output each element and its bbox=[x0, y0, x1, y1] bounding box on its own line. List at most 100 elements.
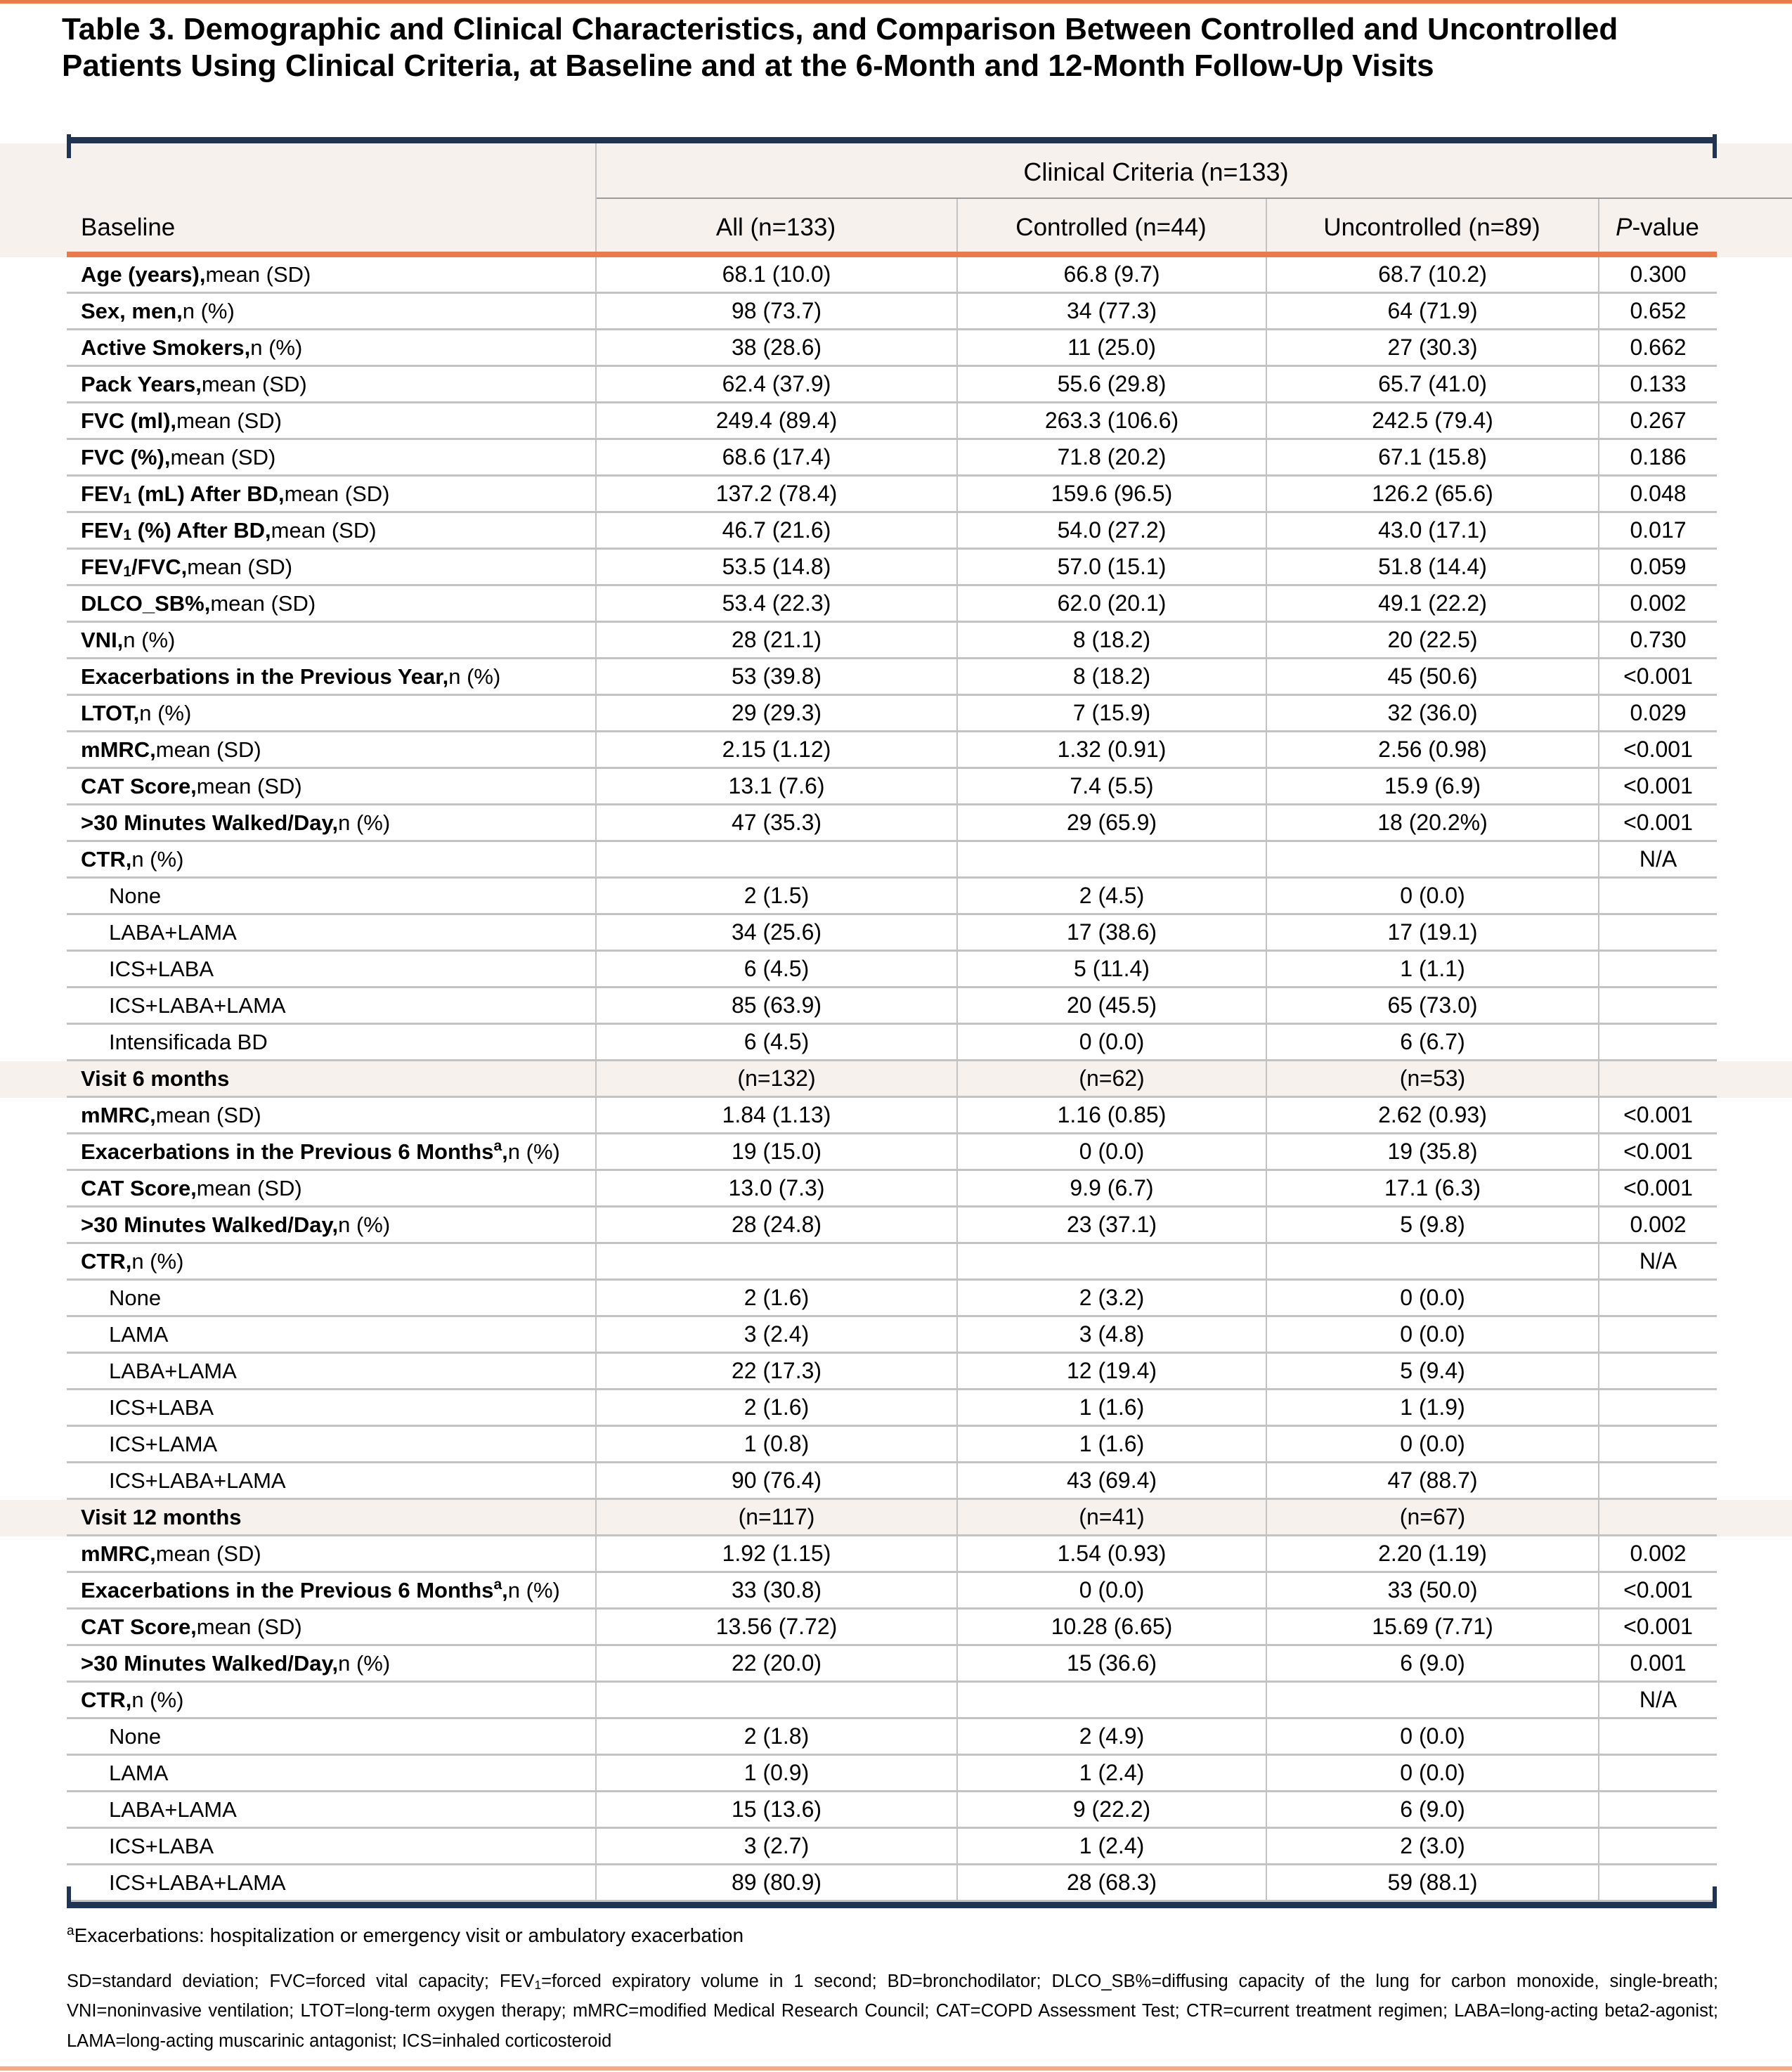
row-label: FVC (ml), mean (SD) bbox=[81, 408, 282, 433]
row-label: >30 Minutes Walked/Day, n (%) bbox=[81, 1650, 391, 1676]
table-row: Intensificada BD 6 (4.5) 0 (0.0) 6 (6.7) bbox=[67, 1025, 1717, 1061]
cell-all: 53.5 (14.8) bbox=[595, 550, 956, 584]
cell-all: 90 (76.4) bbox=[595, 1463, 956, 1498]
cell-all: 34 (25.6) bbox=[595, 915, 956, 950]
cell-p-value: <0.001 bbox=[1598, 1573, 1717, 1607]
row-label: Exacerbations in the Previous 6 Monthsa,… bbox=[81, 1576, 560, 1602]
cell-all: 6 (4.5) bbox=[595, 1025, 956, 1059]
row-label: ICS+LAMA bbox=[109, 1431, 218, 1456]
cell-all: 29 (29.3) bbox=[595, 696, 956, 730]
table-title: Table 3. Demographic and Clinical Charac… bbox=[62, 12, 1618, 83]
cell-p-value bbox=[1598, 988, 1717, 1023]
cell-uncontrolled: 49.1 (22.2) bbox=[1266, 586, 1598, 621]
cell-controlled: 1.16 (0.85) bbox=[956, 1098, 1266, 1132]
cell-uncontrolled: (n=53) bbox=[1266, 1061, 1598, 1096]
cell-p-value: <0.001 bbox=[1598, 659, 1717, 694]
cell-all: (n=132) bbox=[595, 1061, 956, 1096]
table-row: LAMA 3 (2.4) 3 (4.8) 0 (0.0) bbox=[67, 1317, 1717, 1354]
row-label: Active Smokers, n (%) bbox=[81, 335, 303, 360]
row-label: >30 Minutes Walked/Day, n (%) bbox=[81, 810, 391, 835]
page-top-accent-bar bbox=[0, 0, 1792, 4]
cell-uncontrolled: 5 (9.4) bbox=[1266, 1354, 1598, 1388]
row-label: mMRC, mean (SD) bbox=[81, 1102, 261, 1127]
cell-controlled: 34 (77.3) bbox=[956, 294, 1266, 328]
table-row: ICS+LABA+LAMA 89 (80.9) 28 (68.3) 59 (88.1) bbox=[67, 1865, 1717, 1902]
cell-controlled: 71.8 (20.2) bbox=[956, 440, 1266, 474]
table-bottom-rule bbox=[67, 1886, 1717, 1908]
row-label: Visit 6 months bbox=[81, 1066, 230, 1091]
cell-all: 249.4 (89.4) bbox=[595, 403, 956, 438]
cell-uncontrolled: 64 (71.9) bbox=[1266, 294, 1598, 328]
row-label: ICS+LABA bbox=[109, 1833, 214, 1858]
cell-all: 46.7 (21.6) bbox=[595, 513, 956, 548]
cell-p-value: <0.001 bbox=[1598, 769, 1717, 803]
cell-p-value: 0.652 bbox=[1598, 294, 1717, 328]
cell-controlled: 28 (68.3) bbox=[956, 1865, 1266, 1900]
row-label: ICS+LABA+LAMA bbox=[109, 992, 286, 1018]
cell-p-value: <0.001 bbox=[1598, 1098, 1717, 1132]
cell-p-value: 0.186 bbox=[1598, 440, 1717, 474]
cell-uncontrolled: 0 (0.0) bbox=[1266, 1756, 1598, 1790]
cell-p-value bbox=[1598, 1281, 1717, 1315]
table-row: ICS+LABA+LAMA 85 (63.9) 20 (45.5) 65 (73.0) bbox=[67, 988, 1717, 1025]
cell-p-value: 0.017 bbox=[1598, 513, 1717, 548]
cell-p-value bbox=[1598, 1390, 1717, 1425]
cell-all: 13.1 (7.6) bbox=[595, 769, 956, 803]
cell-controlled: 11 (25.0) bbox=[956, 330, 1266, 365]
p-value-italic-p: P bbox=[1616, 214, 1632, 241]
table-row: LAMA 1 (0.9) 1 (2.4) 0 (0.0) bbox=[67, 1756, 1717, 1792]
cell-uncontrolled: 0 (0.0) bbox=[1266, 879, 1598, 913]
row-label: ICS+LABA+LAMA bbox=[109, 1468, 286, 1493]
row-label: CAT Score, mean (SD) bbox=[81, 1614, 302, 1639]
cell-all: 89 (80.9) bbox=[595, 1865, 956, 1900]
cell-uncontrolled: 65 (73.0) bbox=[1266, 988, 1598, 1023]
p-value-rest: -value bbox=[1632, 214, 1699, 241]
table-row: FEV1 (mL) After BD, mean (SD) 137.2 (78.4… bbox=[67, 477, 1717, 513]
cell-controlled: 0 (0.0) bbox=[956, 1025, 1266, 1059]
cell-uncontrolled: 65.7 (41.0) bbox=[1266, 367, 1598, 401]
cell-p-value: 0.059 bbox=[1598, 550, 1717, 584]
table-row: Exacerbations in the Previous 6 Monthsa,… bbox=[67, 1134, 1717, 1171]
cell-all: 1.92 (1.15) bbox=[595, 1536, 956, 1571]
table-row: CAT Score, mean (SD) 13.1 (7.6) 7.4 (5.5) 1… bbox=[67, 769, 1717, 805]
row-label: None bbox=[109, 1285, 162, 1310]
table-row: LABA+LAMA 22 (17.3) 12 (19.4) 5 (9.4) bbox=[67, 1354, 1717, 1390]
table-row: FEV1 (%) After BD, mean (SD) 46.7 (21.6) 5… bbox=[67, 513, 1717, 550]
cell-controlled: 57.0 (15.1) bbox=[956, 550, 1266, 584]
cell-p-value bbox=[1598, 1317, 1717, 1352]
table-row: CAT Score, mean (SD) 13.56 (7.72) 10.28 (6… bbox=[67, 1610, 1717, 1646]
cell-p-value bbox=[1598, 1463, 1717, 1498]
table-header-background bbox=[0, 143, 1792, 257]
section-row: Visit 6 months (n=132) (n=62) (n=53) bbox=[67, 1061, 1717, 1098]
table-row: Exacerbations in the Previous 6 Monthsa,… bbox=[67, 1573, 1717, 1610]
cell-all: 22 (17.3) bbox=[595, 1354, 956, 1388]
row-label: LABA+LAMA bbox=[109, 1796, 237, 1822]
cell-uncontrolled bbox=[1266, 1683, 1598, 1717]
table-row: CAT Score, mean (SD) 13.0 (7.3) 9.9 (6.7) 1… bbox=[67, 1171, 1717, 1207]
cell-controlled: 8 (18.2) bbox=[956, 623, 1266, 657]
table-row: ICS+LABA 6 (4.5) 5 (11.4) 1 (1.1) bbox=[67, 952, 1717, 988]
cell-uncontrolled: 27 (30.3) bbox=[1266, 330, 1598, 365]
table-row: Exacerbations in the Previous Year, n (%… bbox=[67, 659, 1717, 696]
table-row: DLCO_SB%, mean (SD) 53.4 (22.3) 62.0 (20.1… bbox=[67, 586, 1717, 623]
cell-controlled: 10.28 (6.65) bbox=[956, 1610, 1266, 1644]
cell-all bbox=[595, 1683, 956, 1717]
cell-uncontrolled bbox=[1266, 842, 1598, 876]
table-row: LABA+LAMA 34 (25.6) 17 (38.6) 17 (19.1) bbox=[67, 915, 1717, 952]
table-row: CTR, n (%) N/A bbox=[67, 842, 1717, 879]
table-row: ICS+LABA 3 (2.7) 1 (2.4) 2 (3.0) bbox=[67, 1829, 1717, 1865]
cell-uncontrolled: 67.1 (15.8) bbox=[1266, 440, 1598, 474]
cell-p-value: <0.001 bbox=[1598, 805, 1717, 840]
cell-all: 3 (2.7) bbox=[595, 1829, 956, 1863]
table-row: mMRC, mean (SD) 2.15 (1.12) 1.32 (0.91) 2.5… bbox=[67, 732, 1717, 769]
column-divider bbox=[595, 143, 597, 257]
cell-uncontrolled: 6 (9.0) bbox=[1266, 1792, 1598, 1827]
row-label: LAMA bbox=[109, 1760, 169, 1785]
row-label: LABA+LAMA bbox=[109, 919, 237, 945]
cell-p-value: <0.001 bbox=[1598, 1610, 1717, 1644]
cell-p-value: N/A bbox=[1598, 1683, 1717, 1717]
cell-p-value bbox=[1598, 1500, 1717, 1534]
column-divider bbox=[956, 199, 958, 257]
table-row: None 2 (1.6) 2 (3.2) 0 (0.0) bbox=[67, 1281, 1717, 1317]
cell-uncontrolled: 19 (35.8) bbox=[1266, 1134, 1598, 1169]
